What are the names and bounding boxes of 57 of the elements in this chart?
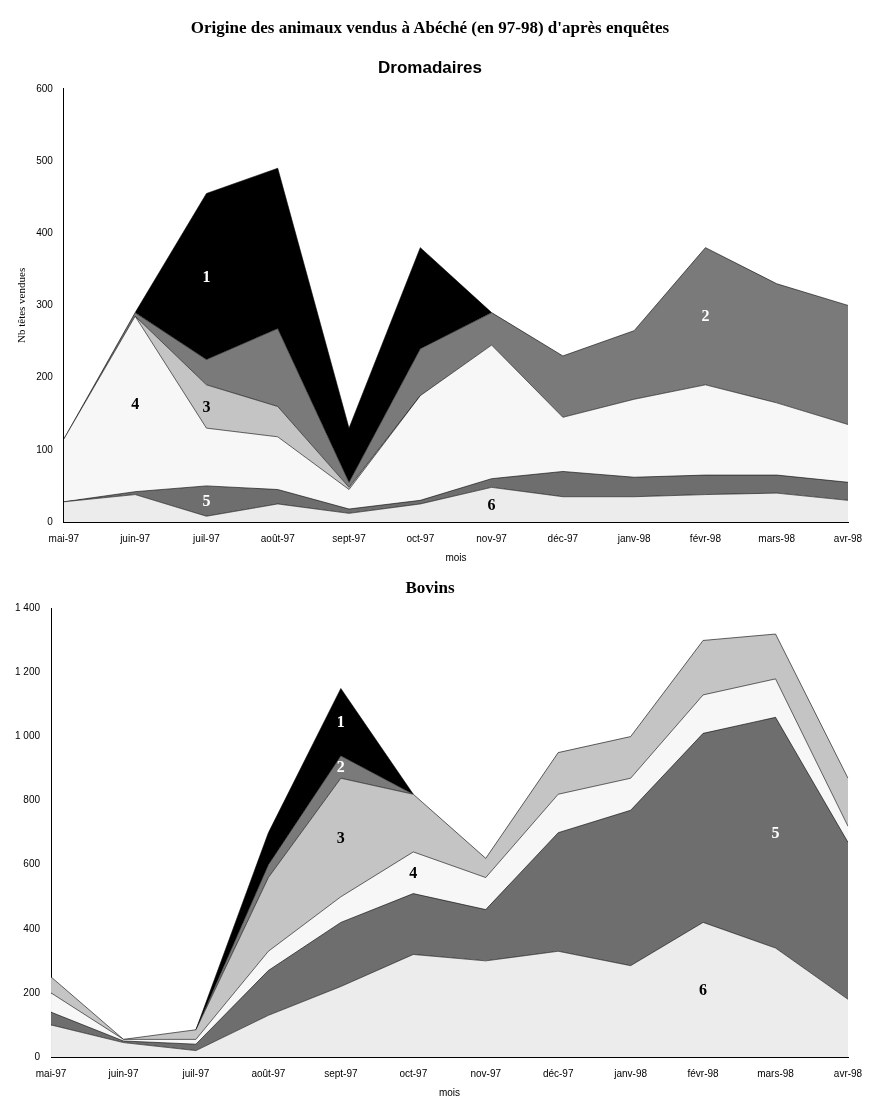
x-tick-label: nov-97: [476, 532, 508, 544]
series-label: 1: [202, 267, 211, 285]
x-tick-label: mai-97: [35, 1067, 67, 1079]
x-tick-label: août-97: [251, 1067, 286, 1079]
x-tick-label: févr-98: [689, 532, 722, 544]
x-tick-label: nov-97: [470, 1067, 502, 1079]
y-tick-label: 100: [36, 443, 54, 455]
series-label: 3: [202, 397, 211, 415]
x-tick-label: janv-98: [613, 1067, 648, 1079]
x-tick-label: janv-98: [616, 532, 651, 544]
series-label: 3: [336, 828, 345, 846]
x-axis-title: mois: [445, 551, 467, 563]
x-tick-label: mars-98: [757, 1067, 795, 1079]
chart-title: Bovins: [405, 577, 455, 597]
y-tick-label: 200: [23, 986, 41, 998]
series-label: 5: [202, 492, 211, 510]
chart-title: Origine des animaux vendus à Abéché (en 97-98) d'après enquêtes: [190, 17, 670, 37]
series-label: 5: [771, 823, 780, 841]
series-label: 4: [409, 863, 418, 881]
x-tick-label: mai-97: [48, 532, 80, 544]
y-tick-label: 1 200: [14, 666, 41, 678]
x-tick-label: avr-98: [833, 1067, 863, 1079]
y-tick-label: 600: [23, 858, 41, 870]
x-tick-label: juil-97: [181, 1067, 210, 1079]
y-tick-label: 400: [36, 226, 54, 238]
y-tick-label: 0: [34, 1050, 41, 1062]
y-tick-label: 400: [23, 922, 41, 934]
y-tick-label: 600: [36, 82, 54, 94]
x-tick-label: févr-98: [687, 1067, 720, 1079]
y-tick-label: 200: [36, 371, 54, 383]
y-tick-label: 0: [47, 515, 54, 527]
y-tick-label: 500: [36, 154, 54, 166]
x-tick-label: sept-97: [332, 532, 367, 544]
x-tick-label: déc-97: [542, 1067, 574, 1079]
x-tick-label: sept-97: [324, 1067, 358, 1079]
x-tick-label: avr-98: [833, 532, 863, 544]
x-tick-label: juin-97: [107, 1067, 139, 1079]
chart-subtitle: Dromadaires: [378, 58, 482, 78]
y-tick-label: 300: [36, 299, 54, 311]
x-tick-label: déc-97: [547, 532, 579, 544]
x-tick-label: juil-97: [192, 532, 221, 544]
series-label: 6: [487, 495, 496, 513]
x-tick-label: mars-98: [758, 532, 796, 544]
x-axis-title: mois: [438, 1086, 461, 1098]
series-label: 2: [336, 758, 345, 776]
series-label: 6: [699, 980, 708, 998]
y-tick-label: 800: [23, 794, 41, 806]
series-label: 4: [131, 395, 140, 413]
x-tick-label: oct-97: [399, 1067, 428, 1079]
x-tick-label: juin-97: [119, 532, 151, 544]
y-tick-label: 1 000: [14, 730, 41, 742]
series-label: 2: [701, 307, 710, 325]
series-label: 1: [336, 713, 345, 731]
y-tick-label: 1 400: [14, 602, 41, 614]
x-tick-label: août-97: [260, 532, 296, 544]
x-tick-label: oct-97: [406, 532, 435, 544]
y-axis-title: Nb têtes vendues: [15, 267, 28, 343]
